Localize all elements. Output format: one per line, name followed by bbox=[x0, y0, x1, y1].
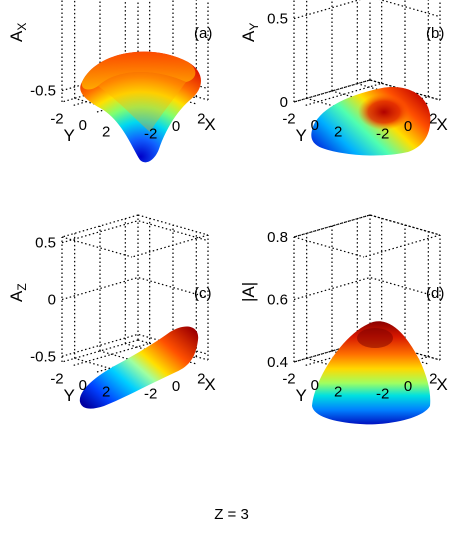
z-axis-label-subscript: Z bbox=[15, 283, 29, 290]
grid-line bbox=[293, 214, 441, 238]
y-tick-label: 2 bbox=[334, 384, 342, 401]
y-tick-label: 0 bbox=[311, 117, 319, 134]
grid-line bbox=[305, 342, 382, 366]
x-axis-label: X bbox=[204, 375, 215, 394]
z-tick-label: -0.5 bbox=[30, 83, 56, 100]
grid-line bbox=[61, 220, 209, 244]
x-axis-label: X bbox=[436, 115, 447, 134]
y-tick-label: 2 bbox=[102, 124, 110, 141]
y-tick-label: -2 bbox=[50, 370, 63, 387]
grid-line bbox=[293, 0, 441, 20]
x-tick-label: -2 bbox=[144, 125, 157, 142]
x-tick-label: 0 bbox=[172, 118, 180, 135]
y-axis-label: Y bbox=[296, 386, 307, 405]
x-tick-label: 0 bbox=[404, 378, 412, 395]
y-axis-label: Y bbox=[64, 386, 75, 405]
y-tick-label: 0 bbox=[79, 117, 87, 134]
box-edge bbox=[363, 234, 441, 258]
z-tick-label: 0.8 bbox=[267, 229, 288, 246]
x-tick-label: 0 bbox=[404, 118, 412, 135]
z-tick-label: 0 bbox=[280, 94, 288, 111]
x-axis-label: X bbox=[436, 375, 447, 394]
x-tick-label: 2 bbox=[197, 111, 205, 128]
y-tick-label: 2 bbox=[334, 124, 342, 141]
box-edge bbox=[293, 236, 365, 258]
z-axis-label-subscript: Y bbox=[247, 23, 261, 31]
surface-peak bbox=[357, 328, 393, 348]
z-axis-label: |A| bbox=[239, 282, 258, 302]
figure-caption: Z = 3 bbox=[214, 506, 249, 523]
y-tick-label: -2 bbox=[50, 110, 63, 127]
x-tick-label: -2 bbox=[376, 125, 389, 142]
x-tick-label: -2 bbox=[376, 385, 389, 402]
z-axis-label: AZ bbox=[7, 283, 29, 302]
grid-line bbox=[73, 82, 150, 106]
x-tick-label: 2 bbox=[197, 371, 205, 388]
x-tick-label: 2 bbox=[429, 111, 437, 128]
box-edge bbox=[61, 236, 133, 258]
z-axis-label: AY bbox=[239, 23, 261, 42]
box-edge bbox=[131, 234, 209, 258]
z-tick-label: 0.6 bbox=[267, 292, 288, 309]
z-axis-label-subscript: X bbox=[15, 23, 29, 31]
surface-inner bbox=[98, 72, 186, 132]
surface bbox=[80, 51, 202, 163]
grid-line bbox=[73, 342, 150, 366]
grid-line bbox=[305, 82, 382, 106]
panel-label: (d) bbox=[426, 285, 444, 302]
grid-line bbox=[293, 276, 441, 301]
x-tick-label: -2 bbox=[144, 385, 157, 402]
surface bbox=[79, 326, 199, 409]
y-tick-label: 0 bbox=[79, 377, 87, 394]
grid-line bbox=[96, 349, 174, 373]
x-tick-label: 2 bbox=[429, 371, 437, 388]
panel-label: (b) bbox=[426, 25, 444, 42]
panel-d: -2 0 220-20.40.60.8XY|A| (d) bbox=[239, 214, 448, 425]
z-tick-label: -0.5 bbox=[30, 348, 56, 365]
panel-label: (c) bbox=[194, 285, 212, 302]
y-axis-label: Y bbox=[64, 126, 75, 145]
panel-label: (a) bbox=[194, 25, 212, 42]
surface-rim bbox=[81, 51, 196, 90]
y-tick-label: 2 bbox=[102, 384, 110, 401]
y-tick-label: -2 bbox=[282, 110, 295, 127]
x-tick-label: 0 bbox=[172, 378, 180, 395]
y-tick-label: 0 bbox=[311, 377, 319, 394]
z-axis-label: AX bbox=[7, 23, 29, 42]
surface-peak bbox=[358, 94, 410, 130]
x-axis-label: X bbox=[204, 115, 215, 134]
z-tick-label: 0.4 bbox=[267, 354, 288, 371]
surface bbox=[312, 321, 431, 425]
y-axis-label: Y bbox=[296, 126, 307, 145]
z-tick-label: 0.5 bbox=[267, 11, 288, 28]
z-tick-label: 0 bbox=[48, 292, 56, 309]
z-tick-label: 0.5 bbox=[35, 235, 56, 252]
y-tick-label: -2 bbox=[282, 370, 295, 387]
grid-line bbox=[61, 276, 209, 301]
